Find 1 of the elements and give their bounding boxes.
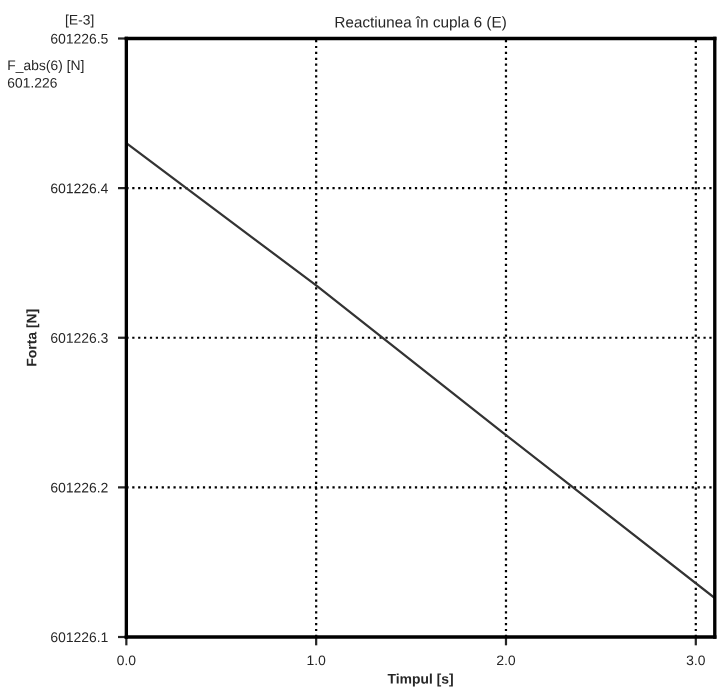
line-series [126,142,715,600]
